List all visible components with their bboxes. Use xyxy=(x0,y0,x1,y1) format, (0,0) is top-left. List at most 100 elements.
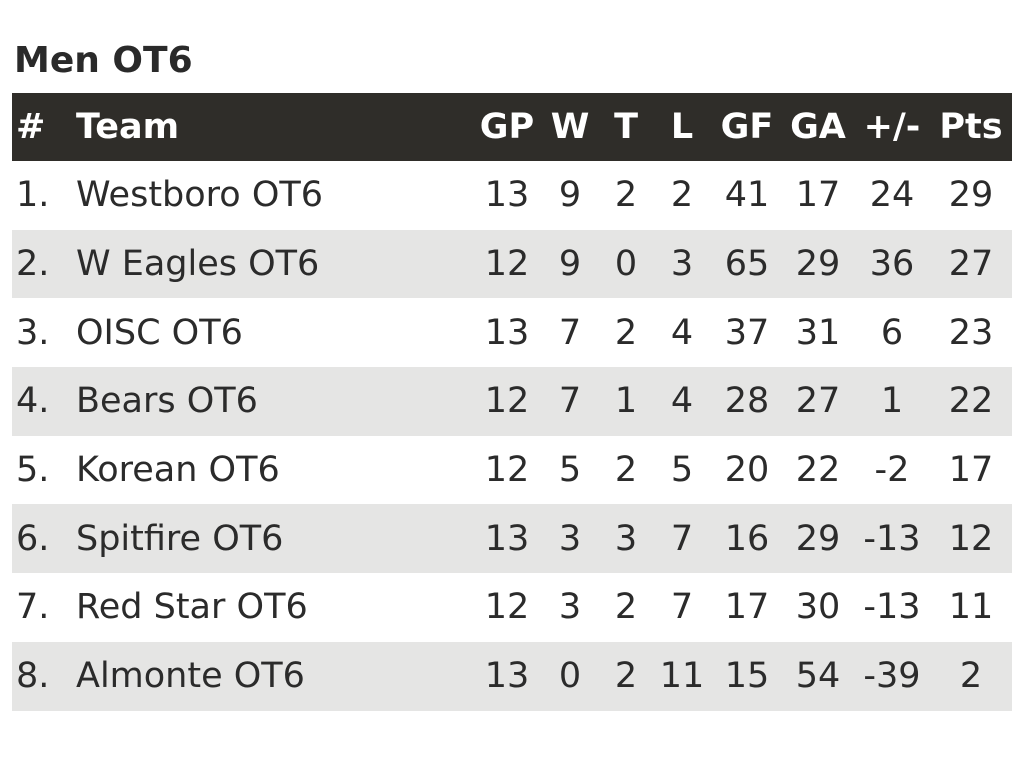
table-row: 8. Almonte OT6 13 0 2 11 15 54 -39 2 xyxy=(12,641,1012,711)
header-gp: GP xyxy=(479,107,535,147)
cell-rank: 8. xyxy=(16,656,50,697)
cell-pts: 11 xyxy=(948,587,994,628)
cell-gf: 16 xyxy=(724,518,770,559)
header-l: L xyxy=(670,107,694,147)
header-t: T xyxy=(614,107,638,147)
cell-diff: -13 xyxy=(863,518,921,559)
cell-l: 4 xyxy=(670,312,694,353)
cell-t: 2 xyxy=(614,587,638,628)
cell-t: 2 xyxy=(614,450,638,491)
cell-rank: 1. xyxy=(16,175,50,216)
cell-pts: 22 xyxy=(948,381,994,422)
table-row: 5. Korean OT6 12 5 2 5 20 22 -2 17 xyxy=(12,435,1012,505)
header-row: # Team GP W T L GF GA +/- Pts xyxy=(12,93,1012,161)
cell-team: Spitfire OT6 xyxy=(76,518,284,559)
cell-w: 9 xyxy=(558,175,582,216)
cell-t: 2 xyxy=(614,656,638,697)
cell-t: 1 xyxy=(614,381,638,422)
cell-w: 3 xyxy=(558,518,582,559)
cell-pts: 2 xyxy=(959,656,983,697)
cell-ga: 17 xyxy=(795,175,841,216)
header-pts: Pts xyxy=(939,107,1003,147)
cell-t: 2 xyxy=(614,175,638,216)
cell-rank: 5. xyxy=(16,450,50,491)
cell-rank: 7. xyxy=(16,587,50,628)
cell-w: 7 xyxy=(558,381,582,422)
cell-w: 0 xyxy=(558,656,582,697)
cell-ga: 22 xyxy=(795,450,841,491)
cell-diff: 24 xyxy=(869,175,915,216)
cell-gf: 28 xyxy=(724,381,770,422)
cell-pts: 29 xyxy=(948,175,994,216)
table-row: 7. Red Star OT6 12 3 2 7 17 30 -13 11 xyxy=(12,573,1012,642)
cell-team: Red Star OT6 xyxy=(76,587,308,628)
cell-ga: 54 xyxy=(795,656,841,697)
table-row: 6. Spitfire OT6 13 3 3 7 16 29 -13 12 xyxy=(12,504,1012,574)
cell-t: 2 xyxy=(614,312,638,353)
cell-ga: 27 xyxy=(795,381,841,422)
cell-gp: 13 xyxy=(484,312,530,353)
cell-ga: 31 xyxy=(795,312,841,353)
cell-l: 4 xyxy=(670,381,694,422)
header-gf: GF xyxy=(720,107,774,147)
cell-gp: 13 xyxy=(484,175,530,216)
cell-l: 3 xyxy=(670,244,694,285)
cell-ga: 30 xyxy=(795,587,841,628)
cell-l: 7 xyxy=(670,518,694,559)
cell-gp: 12 xyxy=(484,381,530,422)
cell-diff: 6 xyxy=(880,312,904,353)
header-w: W xyxy=(550,107,590,147)
page-title: Men OT6 xyxy=(14,40,193,81)
table-row: 1. Westboro OT6 13 9 2 2 41 17 24 29 xyxy=(12,161,1012,230)
header-team: Team xyxy=(76,107,180,147)
cell-team: Bears OT6 xyxy=(76,381,258,422)
cell-team: Korean OT6 xyxy=(76,450,280,491)
cell-l: 5 xyxy=(670,450,694,491)
cell-diff: 1 xyxy=(880,381,904,422)
header-diff: +/- xyxy=(863,107,921,147)
cell-diff: -39 xyxy=(863,656,921,697)
cell-gf: 37 xyxy=(724,312,770,353)
cell-l: 11 xyxy=(659,656,705,697)
cell-w: 9 xyxy=(558,244,582,285)
table-row: 4. Bears OT6 12 7 1 4 28 27 1 22 xyxy=(12,367,1012,436)
header-ga: GA xyxy=(790,107,846,147)
cell-gp: 12 xyxy=(484,244,530,285)
cell-ga: 29 xyxy=(795,244,841,285)
cell-gf: 41 xyxy=(724,175,770,216)
cell-team: OISC OT6 xyxy=(76,312,243,353)
cell-rank: 3. xyxy=(16,312,50,353)
cell-pts: 17 xyxy=(948,450,994,491)
cell-pts: 23 xyxy=(948,312,994,353)
cell-gp: 13 xyxy=(484,518,530,559)
cell-diff: 36 xyxy=(869,244,915,285)
cell-gp: 12 xyxy=(484,587,530,628)
cell-l: 2 xyxy=(670,175,694,216)
cell-ga: 29 xyxy=(795,518,841,559)
header-rank: # xyxy=(16,107,46,147)
cell-team: Westboro OT6 xyxy=(76,175,324,216)
cell-gf: 17 xyxy=(724,587,770,628)
cell-gp: 13 xyxy=(484,656,530,697)
cell-gf: 20 xyxy=(724,450,770,491)
cell-diff: -2 xyxy=(874,450,910,491)
table-row: 3. OISC OT6 13 7 2 4 37 31 6 23 xyxy=(12,298,1012,368)
cell-w: 7 xyxy=(558,312,582,353)
cell-rank: 2. xyxy=(16,244,50,285)
cell-diff: -13 xyxy=(863,587,921,628)
cell-rank: 4. xyxy=(16,381,50,422)
cell-t: 0 xyxy=(614,244,638,285)
cell-gp: 12 xyxy=(484,450,530,491)
cell-w: 3 xyxy=(558,587,582,628)
cell-w: 5 xyxy=(558,450,582,491)
cell-gf: 15 xyxy=(724,656,770,697)
cell-team: W Eagles OT6 xyxy=(76,244,320,285)
cell-team: Almonte OT6 xyxy=(76,656,305,697)
cell-pts: 27 xyxy=(948,244,994,285)
cell-l: 7 xyxy=(670,587,694,628)
cell-t: 3 xyxy=(614,518,638,559)
cell-rank: 6. xyxy=(16,518,50,559)
cell-pts: 12 xyxy=(948,518,994,559)
standings-table: # Team GP W T L GF GA +/- Pts 1. Westbor… xyxy=(12,93,1012,711)
table-row: 2. W Eagles OT6 12 9 0 3 65 29 36 27 xyxy=(12,229,1012,299)
